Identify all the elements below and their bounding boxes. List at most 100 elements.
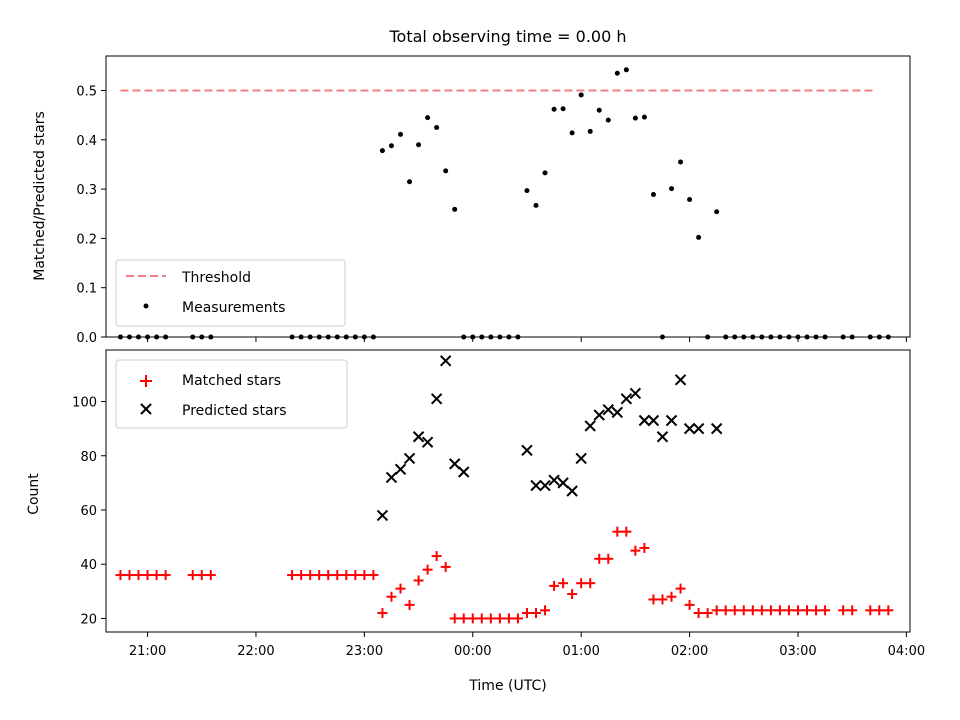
matched-star-point (404, 599, 415, 610)
legend-predicted-swatch (140, 403, 152, 415)
matched-star-point (820, 605, 831, 616)
matched-star-point (160, 570, 171, 581)
matched-star-point (792, 605, 803, 616)
legend-matched-label: Matched stars (182, 373, 281, 389)
predicted-star-point (683, 422, 696, 435)
matched-star-point (133, 570, 144, 581)
matched-star-point (802, 605, 813, 616)
matched-star-point (783, 605, 794, 616)
measurement-point (678, 159, 684, 165)
matched-star-point (702, 608, 713, 619)
predicted-star-point (584, 420, 596, 432)
matched-star-point (521, 608, 532, 619)
predicted-star-point (620, 393, 633, 405)
p1-ytick-label: 20 (80, 612, 97, 627)
bottom-panel: 20 40 60 80 100 21:00 22:00 23:00 00:00 01:00 02:0… (26, 349, 925, 694)
top-chart-title: Total observing time = 0.00 h (388, 27, 626, 46)
matched-star-point (314, 570, 325, 581)
xtick-label: 04:00 (888, 644, 925, 659)
measurement-point (425, 115, 431, 121)
measurement-point (614, 70, 620, 76)
matched-star-point (142, 570, 153, 581)
matched-star-point (630, 545, 641, 556)
measurement-point (407, 179, 413, 185)
matched-star-point (422, 564, 433, 575)
matched-star-point (684, 599, 695, 610)
matched-star-point (874, 605, 885, 616)
matched-star-point (458, 613, 469, 624)
matched-star-point (549, 580, 560, 591)
matched-star-point (359, 570, 370, 581)
matched-star-point (639, 542, 650, 553)
bottom-legend-box (115, 359, 348, 429)
bottom-axes-layer: 20 40 60 80 100 21:00 22:00 23:00 00:00 01:00 02:0… (72, 396, 925, 659)
measurement-point (587, 128, 593, 134)
matched-star-point (332, 570, 343, 581)
measurement-point (542, 170, 548, 176)
bottom-legend: Matched stars Predicted stars (115, 359, 348, 429)
legend-measurements-label: Measurements (182, 300, 285, 316)
measurement-point (632, 115, 638, 121)
predicted-star-point (674, 374, 687, 386)
p1-ytick-label: 40 (80, 558, 97, 573)
measurement-point (623, 67, 629, 73)
predicted-star-point (448, 458, 461, 470)
measurement-point (443, 168, 449, 174)
matched-star-point (720, 605, 731, 616)
matched-star-point (540, 605, 551, 616)
predicted-star-point (710, 422, 723, 435)
xtick-label: 21:00 (129, 644, 166, 659)
top-legend-box (115, 259, 346, 327)
matched-star-point (729, 605, 740, 616)
top-plot-frame (105, 55, 911, 338)
predicted-star-point (539, 479, 551, 492)
predicted-star-point (629, 387, 642, 400)
matched-star-point (205, 570, 216, 581)
predicted-star-point (665, 414, 678, 427)
matched-star-point (657, 594, 668, 605)
predicted-star-point (458, 466, 470, 478)
matched-star-point (567, 589, 578, 600)
measurement-point (596, 107, 602, 113)
bottom-series-layer (115, 355, 894, 624)
legend-measurements-swatch (143, 303, 149, 309)
matched-star-point (467, 613, 478, 624)
measurement-point (605, 117, 611, 123)
xtick-label: 00:00 (454, 644, 491, 659)
predicted-star-point (385, 471, 398, 484)
matched-star-point (151, 570, 162, 581)
top-ylabel: Matched/Predicted stars (32, 111, 48, 281)
measurement-point (696, 234, 702, 240)
top-axes-layer: 0.0 0.1 0.2 0.3 0.4 0.5 (76, 85, 907, 346)
matched-star-point (368, 570, 379, 581)
matched-star-point (585, 578, 596, 589)
matched-star-point (612, 526, 623, 537)
top-legend: Threshold Measurements (115, 259, 346, 327)
matched-star-point (711, 605, 722, 616)
bottom-xlabel: Time (UTC) (468, 678, 546, 694)
matched-star-point (413, 575, 424, 586)
predicted-star-point (421, 436, 434, 448)
matched-star-point (124, 570, 135, 581)
matched-star-point (287, 570, 298, 581)
p1-ytick-label: 80 (80, 450, 97, 465)
predicted-star-point (394, 463, 407, 476)
measurement-point (524, 188, 530, 194)
matched-star-point (350, 570, 361, 581)
measurement-point (434, 124, 440, 130)
predicted-star-point (638, 414, 651, 427)
p0-ytick-label: 0.2 (76, 232, 97, 247)
matched-star-point (377, 608, 388, 619)
matched-star-point (648, 594, 659, 605)
matched-star-point (621, 526, 632, 537)
measurement-point (397, 131, 403, 137)
matched-star-point (305, 570, 316, 581)
bottom-ylabel: Count (26, 473, 42, 515)
matched-star-point (838, 605, 849, 616)
matched-star-point (675, 583, 686, 594)
matched-star-point (747, 605, 758, 616)
predicted-star-point (521, 444, 533, 457)
matched-star-point (395, 583, 406, 594)
predicted-star-point (412, 431, 425, 443)
matched-star-point (765, 605, 776, 616)
